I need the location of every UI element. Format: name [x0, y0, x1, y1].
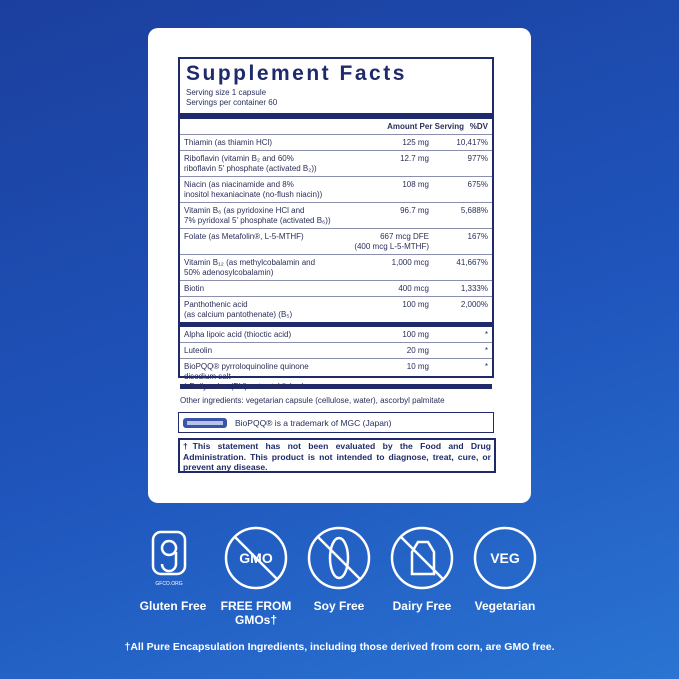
- biopqq-logo: [183, 418, 227, 428]
- supplement-facts: Supplement Facts Serving size 1 capsule …: [178, 57, 494, 389]
- daily-value: 1,333%: [460, 284, 488, 293]
- slash: [400, 536, 444, 580]
- amount: 20 mg: [406, 346, 429, 355]
- daily-value: 41,667%: [456, 258, 488, 267]
- daily-value: 167%: [467, 232, 488, 241]
- fact-row: Panthothenic acid (as calcium pantothena…: [180, 296, 492, 322]
- disclaimer: †This statement has not been evaluated b…: [178, 438, 496, 473]
- daily-value: 977%: [467, 154, 488, 163]
- fact-row: Biotin 400 mcg 1,333%: [180, 280, 492, 296]
- amount: 125 mg: [402, 138, 429, 147]
- amount: 1,000 mcg: [391, 258, 429, 267]
- dairy-icon: [390, 526, 454, 590]
- nutrient: Panthothenic acid (as calcium pantothena…: [184, 300, 293, 319]
- nutrient: Vitamin B₁₂ (as methylcobalamin and 50% …: [184, 258, 316, 277]
- amount: 100 mg: [402, 330, 429, 339]
- amount: 10 mg: [406, 362, 429, 371]
- amount: 667 mcg DFE (400 mcg L-5-MTHF): [354, 232, 429, 251]
- servings: Servings per container 60: [186, 98, 278, 107]
- nutrient: BioPQQ® pyrroloquinoline quinone disodiu…: [184, 362, 309, 381]
- fact-row: BioPQQ® pyrroloquinoline quinone disodiu…: [180, 358, 492, 384]
- fact-row: Thiamin (as thiamin HCl) 125 mg 10,417%: [180, 134, 492, 150]
- footer-note: †All Pure Encapsulation Ingredients, inc…: [124, 641, 555, 653]
- daily-value: 675%: [467, 180, 488, 189]
- header-row: Amount Per Serving %DV: [180, 113, 492, 134]
- amount: 108 mg: [402, 180, 429, 189]
- amount: 96.7 mg: [400, 206, 429, 215]
- nutrient: Folate (as Metafolin®, L-5-MTHF): [184, 232, 304, 241]
- soy-pod: [328, 536, 350, 580]
- nutrient: Riboflavin (vitamin B₂ and 60% riboflavi…: [184, 154, 317, 173]
- gmo-icon: [224, 526, 288, 590]
- badge-label: Gluten Free: [139, 599, 207, 613]
- trademark-box: BioPQQ® is a trademark of MGC (Japan): [178, 412, 494, 433]
- fact-row: Luteolin 20 mg *: [180, 342, 492, 358]
- daily-value: *: [484, 346, 488, 355]
- title: Supplement Facts: [186, 62, 407, 85]
- nutrient: Niacin (as niacinamide and 8% inositol h…: [184, 180, 323, 199]
- badge-label: Vegetarian: [474, 599, 536, 613]
- veg-text: VEG: [490, 550, 520, 566]
- header-amount: Amount Per Serving: [387, 122, 464, 131]
- fact-row: Vitamin B₁₂ (as methylcobalamin and 50% …: [180, 254, 492, 280]
- gluten-g: [160, 539, 178, 573]
- amount: 400 mcg: [398, 284, 429, 293]
- other-ingredients: Other ingredients: vegetarian capsule (c…: [180, 396, 445, 405]
- daily-value: 2,000%: [460, 300, 488, 309]
- soy-icon: [307, 526, 371, 590]
- fact-row: Niacin (as niacinamide and 8% inositol h…: [180, 176, 492, 202]
- nutrient: Alpha lipoic acid (thioctic acid): [184, 330, 292, 339]
- nutrient: Vitamin B₆ (as pyridoxine HCl and 7% pyr…: [184, 206, 331, 225]
- fact-row: Riboflavin (vitamin B₂ and 60% riboflavi…: [180, 150, 492, 176]
- fact-row: Folate (as Metafolin®, L-5-MTHF) 667 mcg …: [180, 228, 492, 254]
- amount: 100 mg: [402, 300, 429, 309]
- gluten-icon: [151, 530, 187, 576]
- nutrient: Thiamin (as thiamin HCl): [184, 138, 273, 147]
- daily-value: *: [484, 362, 488, 371]
- slash: [234, 536, 278, 580]
- badge-label: Soy Free: [313, 599, 365, 613]
- slash: [317, 536, 361, 580]
- gfco-text: GFCO.ORG: [155, 581, 182, 587]
- nutrient: Luteolin: [184, 346, 213, 355]
- badge-label: Dairy Free: [392, 599, 452, 613]
- fact-row: Alpha lipoic acid (thioctic acid) 100 mg *: [180, 322, 492, 342]
- milk-carton: [410, 540, 436, 576]
- facts-table: Amount Per Serving %DV Thiamin (as thiam…: [180, 113, 492, 389]
- trademark: BioPQQ® is a trademark of MGC (Japan): [235, 418, 392, 428]
- daily-value: 10,417%: [456, 138, 488, 147]
- fact-row: Vitamin B₆ (as pyridoxine HCl and 7% pyr…: [180, 202, 492, 228]
- badge-label: FREE FROM GMOs†: [220, 599, 292, 627]
- veg-icon: [473, 526, 537, 590]
- amount: 12.7 mg: [400, 154, 429, 163]
- daily-value: *: [484, 330, 488, 339]
- header-dv: %DV: [469, 122, 488, 131]
- daily-value: 5,688%: [460, 206, 488, 215]
- table-end: [180, 384, 492, 389]
- footnote: * Daily value (DV) not established: [184, 382, 304, 391]
- serving-size: Serving size 1 capsule: [186, 88, 267, 97]
- gmo-text: GMO: [239, 550, 273, 566]
- nutrient: Biotin: [184, 284, 205, 293]
